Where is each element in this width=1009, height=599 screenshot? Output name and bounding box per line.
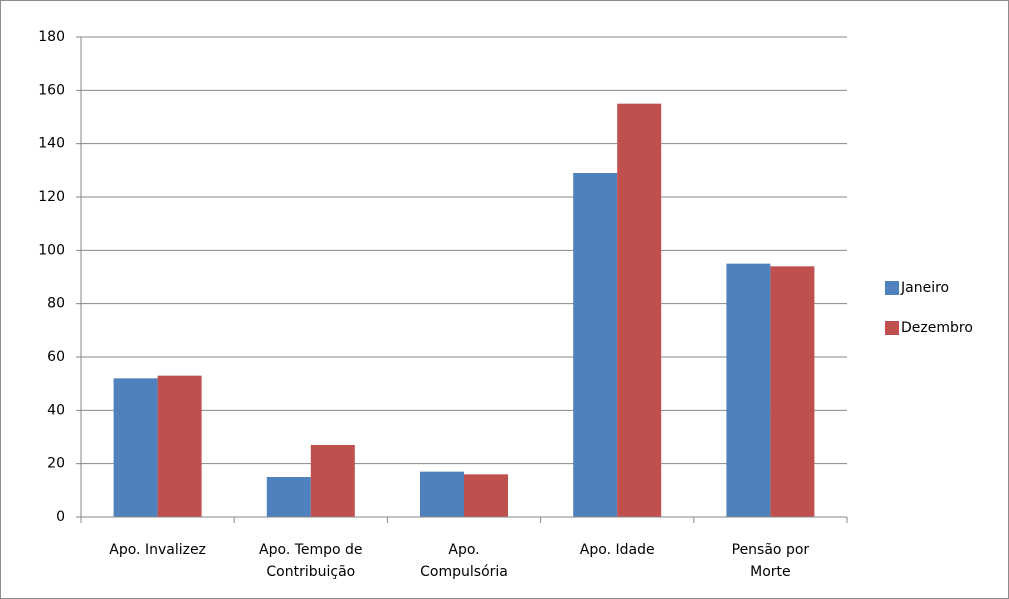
legend-swatch — [885, 321, 899, 335]
y-tick-label: 120 — [38, 189, 65, 205]
y-tick-label: 20 — [47, 456, 65, 472]
bar — [617, 103, 662, 518]
y-tick-label: 80 — [47, 296, 65, 312]
bar — [157, 375, 202, 517]
y-tick-label: 40 — [47, 402, 65, 418]
y-tick-label: 180 — [38, 29, 65, 45]
x-tick-label: Apo. Idade — [579, 542, 655, 558]
bar — [573, 173, 618, 517]
bar — [464, 474, 508, 517]
y-tick-label: 60 — [47, 349, 65, 365]
bar — [420, 471, 464, 517]
y-tick-label: 160 — [38, 82, 65, 98]
y-tick-label: 100 — [38, 242, 65, 258]
x-tick-label: Pensão por Morte — [731, 542, 810, 580]
legend-label: Janeiro — [900, 280, 949, 296]
y-tick-label: 0 — [56, 509, 65, 525]
bar — [726, 263, 771, 517]
bar — [770, 266, 815, 517]
legend-label: Dezembro — [901, 320, 973, 336]
bar — [310, 445, 355, 517]
x-tick-label: Apo. Invalizez — [109, 542, 206, 558]
bar — [266, 477, 311, 517]
x-tick-label: Apo. Tempo de Contribuição — [259, 542, 363, 580]
legend-swatch — [885, 281, 899, 295]
y-tick-label: 140 — [38, 136, 65, 152]
x-tick-label: Apo. Compulsória — [420, 542, 508, 580]
bar — [113, 378, 158, 517]
